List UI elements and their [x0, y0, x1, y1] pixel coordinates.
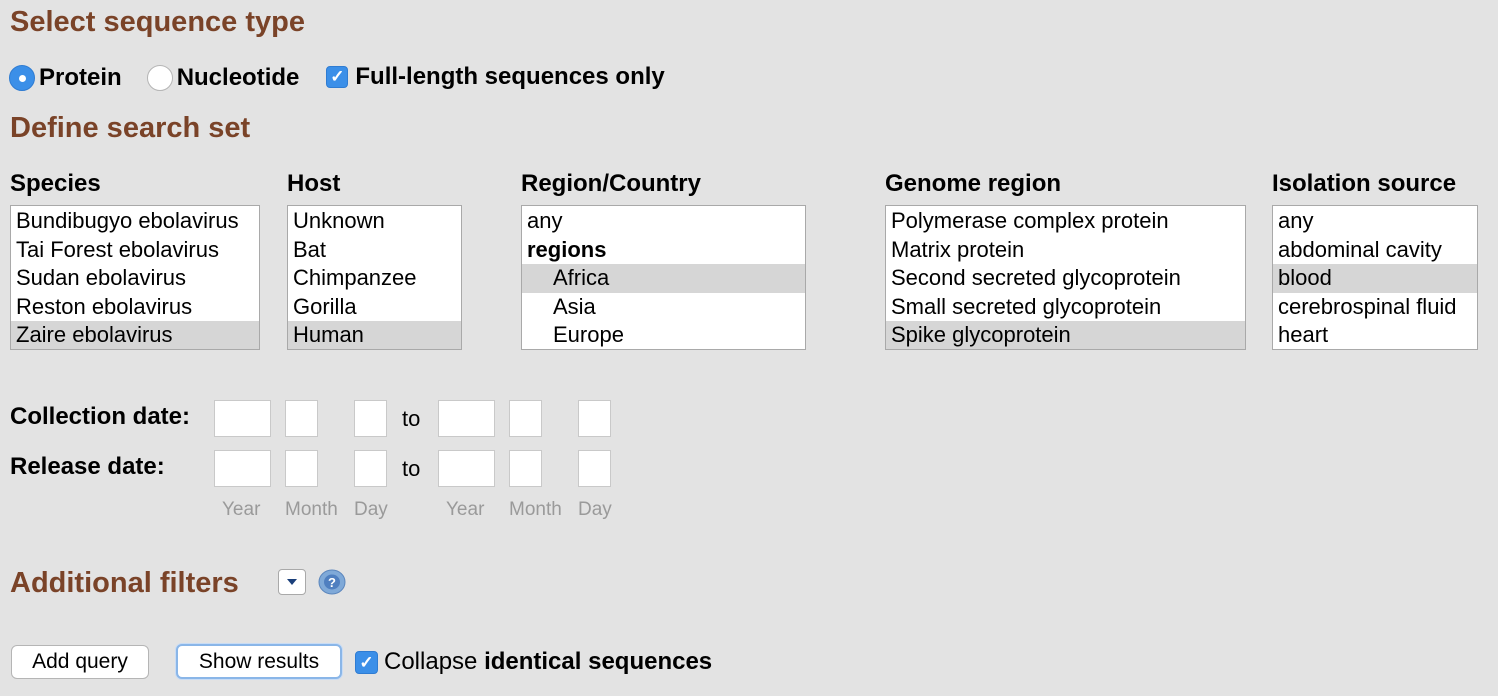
release-from-month-input[interactable]: [285, 450, 318, 487]
list-option[interactable]: Reston ebolavirus: [16, 293, 193, 319]
genome-region-listbox[interactable]: Polymerase complex protein Matrix protei…: [885, 205, 1246, 350]
nucleotide-radio[interactable]: [146, 65, 173, 91]
add-query-button[interactable]: Add query: [11, 645, 149, 679]
select-sequence-type-heading: Select sequence type: [10, 6, 305, 38]
isolation-source-label: Isolation source: [1272, 170, 1457, 197]
list-option-selected[interactable]: Zaire ebolavirus: [11, 321, 259, 349]
list-option[interactable]: any: [527, 208, 563, 233]
collection-to-month-input[interactable]: [509, 400, 542, 437]
collection-to-label: to: [402, 406, 421, 431]
collapse-identical-checkbox[interactable]: ✓: [355, 650, 378, 674]
additional-filters-toggle-button[interactable]: [278, 569, 306, 595]
list-option-selected[interactable]: Human: [288, 321, 461, 349]
month-hint: Month: [509, 499, 562, 520]
sequence-type-options: Protein Nucleotide ✓ Full-length sequenc…: [9, 62, 665, 92]
release-to-month-input[interactable]: [509, 450, 542, 487]
region-country-listbox[interactable]: any regions Africa Asia Europe: [521, 205, 806, 350]
year-hint: Year: [446, 499, 485, 520]
show-results-button[interactable]: Show results: [176, 644, 342, 679]
additional-filters-heading: Additional filters: [10, 567, 239, 599]
list-option[interactable]: Small secreted glycoprotein: [891, 293, 1162, 319]
species-listbox[interactable]: Bundibugyo ebolavirus Tai Forest ebolavi…: [10, 205, 260, 350]
month-hint: Month: [285, 499, 338, 520]
svg-text:?: ?: [328, 575, 336, 590]
chevron-down-icon: [287, 579, 297, 585]
release-date-label: Release date:: [10, 453, 165, 480]
host-listbox[interactable]: Unknown Bat Chimpanzee Gorilla Human: [287, 205, 462, 350]
list-option[interactable]: Asia: [553, 293, 596, 319]
nucleotide-label[interactable]: Nucleotide: [176, 64, 300, 91]
release-from-year-input[interactable]: [214, 450, 271, 487]
list-option[interactable]: Gorilla: [293, 293, 357, 319]
release-from-day-input[interactable]: [354, 450, 387, 487]
list-option[interactable]: Europe: [553, 322, 624, 347]
release-to-day-input[interactable]: [578, 450, 611, 487]
collapse-identical-option: ✓ Collapse identical sequences: [355, 648, 712, 676]
list-option[interactable]: Bat: [293, 236, 327, 262]
collection-to-day-input[interactable]: [578, 400, 611, 437]
list-option[interactable]: Unknown: [293, 208, 385, 233]
list-group-header: regions: [527, 236, 607, 262]
list-option-selected[interactable]: Africa: [522, 264, 805, 293]
full-length-checkbox[interactable]: ✓: [326, 65, 349, 88]
collapse-label-prefix[interactable]: Collapse: [384, 648, 485, 675]
list-option[interactable]: Matrix protein: [891, 236, 1025, 262]
list-option[interactable]: Tai Forest ebolavirus: [16, 236, 219, 262]
day-hint: Day: [578, 499, 612, 520]
collapse-label-bold[interactable]: identical sequences: [484, 648, 713, 675]
list-option[interactable]: Second secreted glycoprotein: [891, 265, 1181, 290]
protein-label[interactable]: Protein: [39, 64, 122, 91]
year-hint: Year: [222, 499, 261, 520]
list-option-selected[interactable]: blood: [1273, 264, 1477, 293]
collection-from-year-input[interactable]: [214, 400, 271, 437]
release-to-label: to: [402, 456, 421, 481]
list-option[interactable]: Bundibugyo ebolavirus: [16, 208, 239, 233]
list-option[interactable]: Polymerase complex protein: [891, 208, 1169, 233]
protein-radio[interactable]: [9, 65, 35, 91]
list-option[interactable]: cerebrospinal fluid: [1278, 293, 1457, 319]
list-option[interactable]: Chimpanzee: [293, 265, 417, 290]
genome-region-label: Genome region: [885, 170, 1062, 197]
day-hint: Day: [354, 499, 388, 520]
collection-from-month-input[interactable]: [285, 400, 318, 437]
list-option[interactable]: heart: [1278, 322, 1329, 347]
list-option[interactable]: Sudan ebolavirus: [16, 265, 187, 290]
host-label: Host: [287, 170, 341, 197]
list-option[interactable]: abdominal cavity: [1278, 236, 1442, 262]
collection-date-label: Collection date:: [10, 403, 191, 430]
release-to-year-input[interactable]: [438, 450, 495, 487]
help-icon[interactable]: ?: [318, 569, 346, 595]
list-option-selected[interactable]: Spike glycoprotein: [886, 321, 1245, 349]
collection-to-year-input[interactable]: [438, 400, 495, 437]
full-length-label[interactable]: Full-length sequences only: [355, 62, 665, 90]
species-label: Species: [10, 170, 101, 197]
collection-from-day-input[interactable]: [354, 400, 387, 437]
region-country-label: Region/Country: [521, 170, 701, 197]
list-option[interactable]: any: [1278, 208, 1314, 233]
define-search-set-heading: Define search set: [10, 112, 251, 144]
isolation-source-listbox[interactable]: any abdominal cavity blood cerebrospinal…: [1272, 205, 1478, 350]
